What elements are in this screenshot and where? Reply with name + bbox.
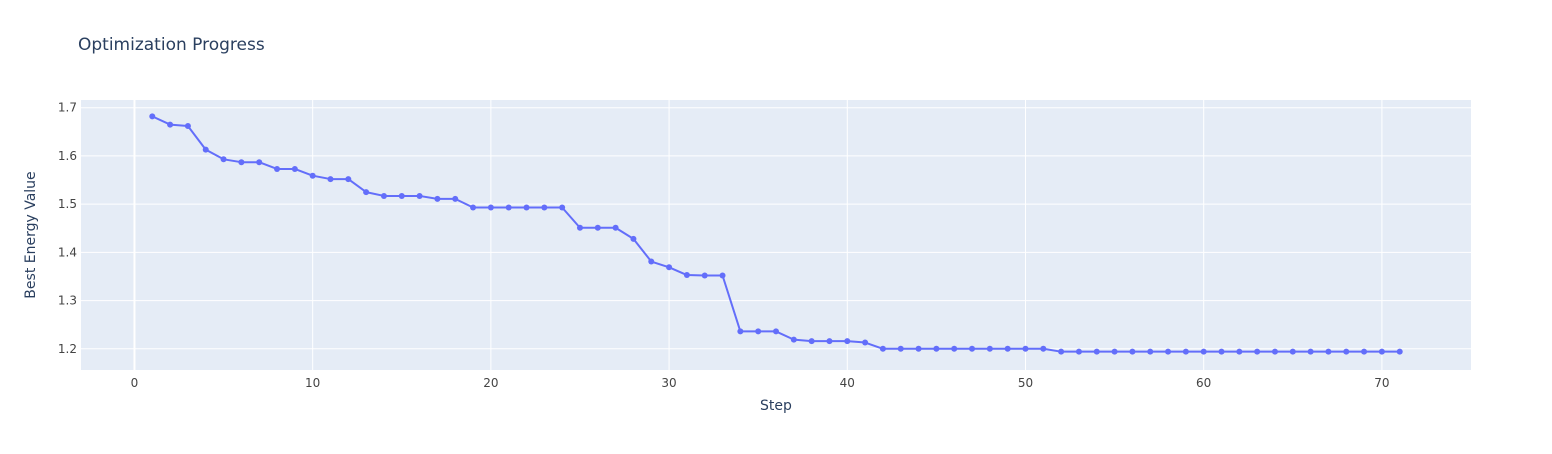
data-point: [683, 272, 690, 279]
y-axis-label: Best Energy Value: [23, 171, 39, 298]
data-point: [986, 345, 993, 352]
data-point: [505, 204, 512, 211]
x-tick-label: 40: [840, 376, 855, 390]
data-point: [648, 258, 655, 265]
data-point: [969, 345, 976, 352]
plot-area: 0 10 20 30 40 50 60 70 1.2 1.3 1.4 1.5 1.6 1.7: [58, 100, 1471, 390]
data-point: [541, 204, 548, 211]
data-point: [149, 113, 156, 120]
data-point: [1022, 345, 1029, 352]
x-tick-label: 50: [1018, 376, 1033, 390]
y-tick-label: 1.5: [58, 197, 77, 211]
data-point: [1396, 348, 1403, 355]
x-tick-label: 10: [305, 376, 320, 390]
data-point: [612, 224, 619, 231]
data-point: [1200, 348, 1207, 355]
data-point: [1218, 348, 1225, 355]
data-point: [1343, 348, 1350, 355]
data-point: [897, 345, 904, 352]
y-tick-label: 1.7: [58, 101, 77, 115]
data-point: [256, 159, 263, 166]
y-tick-label: 1.4: [58, 245, 77, 259]
data-point: [327, 176, 334, 183]
data-point: [951, 345, 958, 352]
data-point: [808, 338, 815, 345]
data-point: [719, 272, 726, 279]
data-point: [1182, 348, 1189, 355]
data-point: [274, 165, 281, 172]
data-point: [701, 272, 708, 279]
data-point: [291, 165, 298, 172]
data-point: [1165, 348, 1172, 355]
data-point: [1147, 348, 1154, 355]
y-tick-label: 1.2: [58, 342, 77, 356]
data-point: [1378, 348, 1385, 355]
data-point: [933, 345, 940, 352]
data-point: [773, 328, 779, 335]
data-point: [666, 264, 673, 271]
data-point: [452, 195, 459, 202]
data-point: [630, 235, 637, 242]
data-point: [202, 146, 209, 153]
data-point: [1236, 348, 1243, 355]
data-point: [862, 339, 869, 346]
y-tick-label: 1.6: [58, 149, 77, 163]
chart-title: Optimization Progress: [78, 35, 265, 55]
data-point: [1325, 348, 1332, 355]
x-tick-label: 0: [131, 376, 139, 390]
data-point: [1361, 348, 1368, 355]
data-point: [1307, 348, 1314, 355]
x-tick-label: 20: [483, 376, 498, 390]
data-point: [1040, 345, 1047, 352]
data-point: [523, 204, 530, 211]
data-point: [167, 121, 174, 128]
data-point: [1254, 348, 1261, 355]
x-axis-label: Step: [760, 398, 792, 414]
data-point: [487, 204, 494, 211]
data-point: [915, 345, 922, 352]
data-point: [559, 204, 566, 211]
data-point: [1289, 348, 1296, 355]
x-tick-label: 30: [661, 376, 676, 390]
data-point: [576, 224, 583, 231]
data-point: [1004, 345, 1011, 352]
data-point: [416, 192, 423, 199]
x-tick-label: 60: [1196, 376, 1211, 390]
data-point: [380, 192, 387, 199]
data-point: [737, 328, 744, 335]
data-point: [755, 328, 762, 335]
x-tick-label: 70: [1374, 376, 1389, 390]
data-point: [1271, 348, 1278, 355]
data-point: [826, 338, 833, 345]
data-point: [309, 172, 316, 179]
data-point: [434, 195, 441, 202]
data-point: [363, 189, 370, 196]
data-point: [844, 338, 851, 345]
data-point: [879, 345, 886, 352]
data-point: [790, 336, 797, 343]
data-point: [594, 224, 601, 231]
data-point: [1111, 348, 1118, 355]
data-point: [184, 123, 191, 130]
data-point: [1058, 348, 1065, 355]
data-point: [470, 204, 477, 211]
data-point: [220, 156, 227, 163]
data-point: [238, 159, 245, 166]
data-point: [1129, 348, 1136, 355]
data-point: [1093, 348, 1100, 355]
data-point: [345, 176, 352, 183]
y-tick-label: 1.3: [58, 294, 77, 308]
data-point: [1075, 348, 1082, 355]
data-point: [398, 192, 405, 199]
